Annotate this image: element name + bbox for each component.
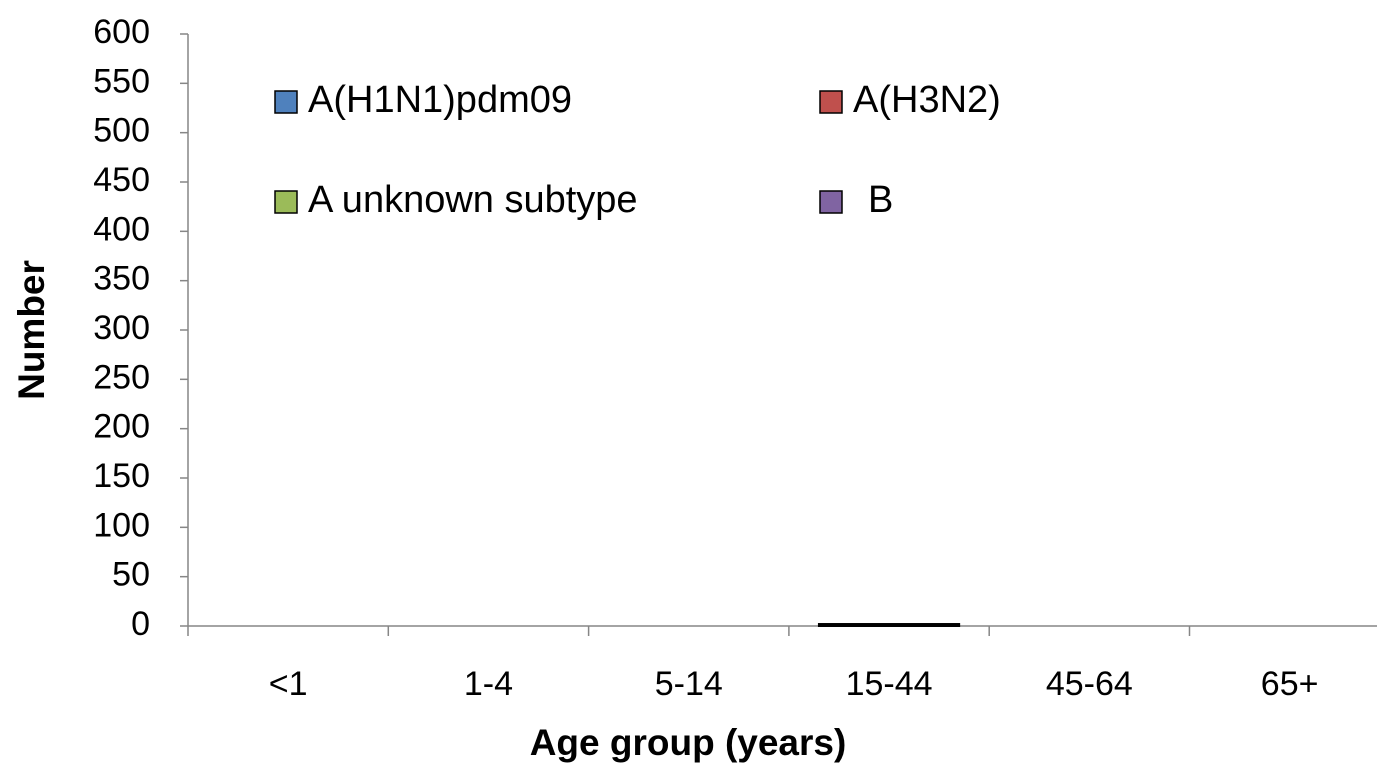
y-tick-label: 0 xyxy=(131,605,150,643)
legend-label: A(H1N1)pdm09 xyxy=(308,79,572,121)
legend-label: A unknown subtype xyxy=(308,179,638,221)
x-tick-label: 15-44 xyxy=(846,665,933,703)
y-tick-label: 50 xyxy=(112,556,150,594)
y-tick-label: 400 xyxy=(93,210,150,248)
legend-swatch xyxy=(274,190,298,214)
x-tick-label: <1 xyxy=(269,665,308,703)
legend-label: A(H3N2) xyxy=(853,79,1001,121)
y-axis-title: Number xyxy=(11,260,52,400)
y-tick-label: 550 xyxy=(93,62,150,100)
x-tick-label: 65+ xyxy=(1261,665,1319,703)
x-tick-label: 1-4 xyxy=(464,665,513,703)
bar xyxy=(817,623,961,628)
y-tick-label: 450 xyxy=(93,161,150,199)
y-tick-label: 100 xyxy=(93,506,150,544)
x-tick-label: 5-14 xyxy=(655,665,723,703)
y-tick-label: 150 xyxy=(93,457,150,495)
x-axis-title: Age group (years) xyxy=(530,722,847,763)
legend-swatch xyxy=(819,190,843,214)
legend-swatch xyxy=(819,90,843,114)
y-tick-label: 500 xyxy=(93,112,150,150)
y-tick-label: 600 xyxy=(93,13,150,51)
y-tick-label: 200 xyxy=(93,408,150,446)
y-tick-label: 300 xyxy=(93,309,150,347)
x-tick-label: 45-64 xyxy=(1046,665,1133,703)
legend-label: B xyxy=(868,179,893,221)
legend-swatch xyxy=(274,90,298,114)
y-tick-label: 350 xyxy=(93,260,150,298)
y-tick-label: 250 xyxy=(93,358,150,396)
